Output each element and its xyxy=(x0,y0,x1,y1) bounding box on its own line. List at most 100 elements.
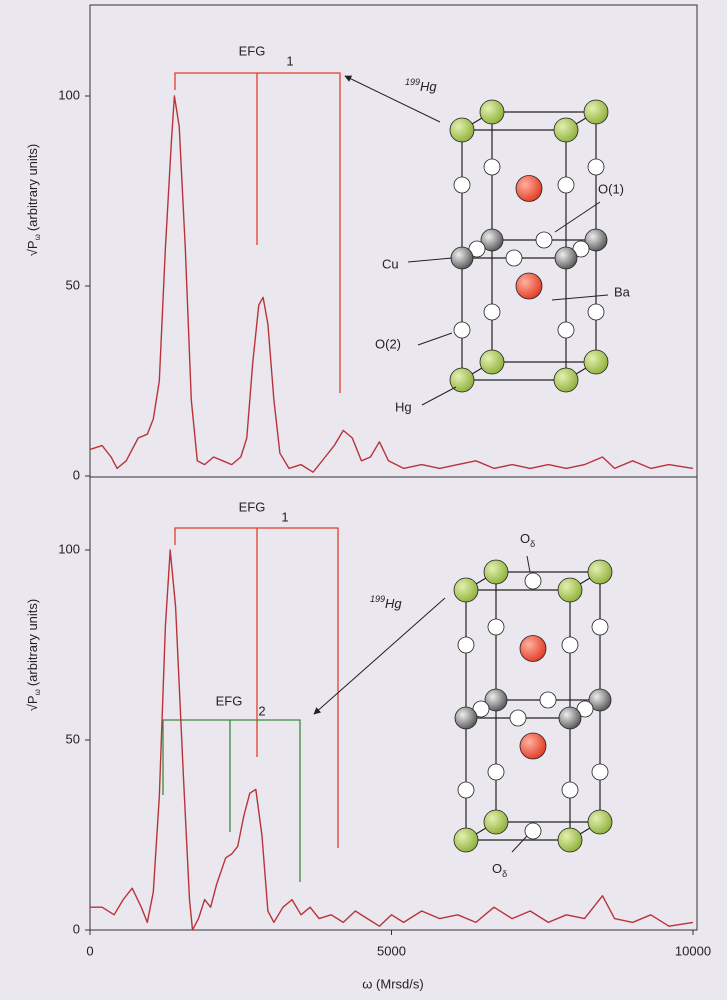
y-tick-label: 50 xyxy=(66,731,80,746)
cu-atom xyxy=(454,706,478,730)
y-label-rest: (arbitrary units) xyxy=(25,599,40,686)
isotope-element: Hg xyxy=(420,79,437,94)
o-atom xyxy=(483,303,501,321)
efg-index: 1 xyxy=(281,509,288,524)
arrow xyxy=(313,597,446,715)
leader xyxy=(417,332,453,346)
y-axis-label: √Pω (arbitrary units) xyxy=(25,599,42,711)
isotope-mass: 199 xyxy=(405,77,420,87)
cu-atom xyxy=(450,246,474,270)
x-axis-label: ω (Mrsd/s) xyxy=(362,976,423,991)
o-atom xyxy=(483,158,501,176)
o-delta-atom xyxy=(524,572,542,590)
leader xyxy=(407,257,453,263)
efg-label: EFG xyxy=(239,43,266,58)
hg-atom xyxy=(553,117,579,143)
efg1-bracket-bottom xyxy=(174,527,339,848)
efg-index: 1 xyxy=(286,53,293,68)
hg-atom xyxy=(483,559,509,585)
o-atom xyxy=(561,636,579,654)
hg-atom xyxy=(483,809,509,835)
o-base: O xyxy=(492,861,502,876)
y-label-sub: ω xyxy=(33,689,42,695)
y-label-base: √P xyxy=(25,240,40,256)
efg-label: EFG xyxy=(216,693,243,708)
atom-label: Oδ xyxy=(520,531,535,549)
o-atom xyxy=(453,321,471,339)
hg-atom xyxy=(479,349,505,375)
hg-atom xyxy=(453,827,479,853)
hg-atom xyxy=(449,117,475,143)
arrow xyxy=(344,75,441,123)
atom-label: Ba xyxy=(614,284,631,299)
isotope-label: 199Hg xyxy=(405,77,437,94)
cu-atom xyxy=(584,228,608,252)
o-atom xyxy=(539,691,557,709)
cu-atom xyxy=(558,706,582,730)
o-atom xyxy=(457,781,475,799)
cu-atom xyxy=(554,246,578,270)
ba-atom xyxy=(515,175,543,202)
o-atom xyxy=(572,240,590,258)
isotope-element: Hg xyxy=(385,596,402,611)
hg-atom xyxy=(479,99,505,125)
data-line xyxy=(90,549,694,931)
crystal-structure xyxy=(453,559,613,853)
cu-atom xyxy=(588,688,612,712)
efg-index: 2 xyxy=(258,703,265,718)
ba-atom xyxy=(515,272,543,300)
y-label-base: √P xyxy=(25,695,40,711)
y-tick-label: 0 xyxy=(73,467,80,482)
leader xyxy=(554,201,601,233)
efg-brackets xyxy=(162,72,341,882)
o-atom xyxy=(576,700,594,718)
ba-atom xyxy=(519,635,547,662)
x-tick-label: 0 xyxy=(86,943,93,958)
y-label-sub: ω xyxy=(33,234,42,240)
atom-label: Hg xyxy=(395,399,412,414)
leader xyxy=(526,555,531,573)
atom-label: Cu xyxy=(382,256,399,271)
o-atom xyxy=(457,636,475,654)
cu-atom xyxy=(484,688,508,712)
hg-atom xyxy=(553,367,579,393)
o-delta-atom xyxy=(524,822,542,840)
plot-frame xyxy=(89,4,698,931)
o-atom xyxy=(591,763,609,781)
o-atom xyxy=(472,700,490,718)
atom-label: O(1) xyxy=(598,181,624,196)
o-atom xyxy=(487,763,505,781)
o-atom xyxy=(509,709,527,727)
y-tick-label: 100 xyxy=(58,87,80,102)
y-axis-label: √Pω (arbitrary units) xyxy=(25,144,42,256)
isotope-label: 199Hg xyxy=(370,594,402,611)
hg-atom xyxy=(583,349,609,375)
efg2-bracket xyxy=(162,719,301,882)
y-tick-label: 100 xyxy=(58,541,80,556)
crystal-structure xyxy=(449,99,609,393)
o-atom xyxy=(557,321,575,339)
hg-atom xyxy=(587,559,613,585)
hg-atom xyxy=(583,99,609,125)
y-tick-label: 0 xyxy=(73,921,80,936)
isotope-mass: 199 xyxy=(370,594,385,604)
o-atom xyxy=(505,249,523,267)
efg1-bracket-top xyxy=(174,72,341,393)
x-tick-label: 5000 xyxy=(377,943,406,958)
efg-label: EFG xyxy=(239,499,266,514)
o-atom xyxy=(468,240,486,258)
hg-atom xyxy=(587,809,613,835)
leader-lines xyxy=(313,75,609,853)
o-atom xyxy=(557,176,575,194)
hg-atom xyxy=(453,577,479,603)
o-sub: δ xyxy=(502,869,507,879)
o-atom xyxy=(591,618,609,636)
hg-atom xyxy=(557,577,583,603)
atom-label: O(2) xyxy=(375,336,401,351)
o-atom xyxy=(587,303,605,321)
data-line xyxy=(89,95,694,473)
leader xyxy=(551,294,609,301)
o-atom xyxy=(587,158,605,176)
